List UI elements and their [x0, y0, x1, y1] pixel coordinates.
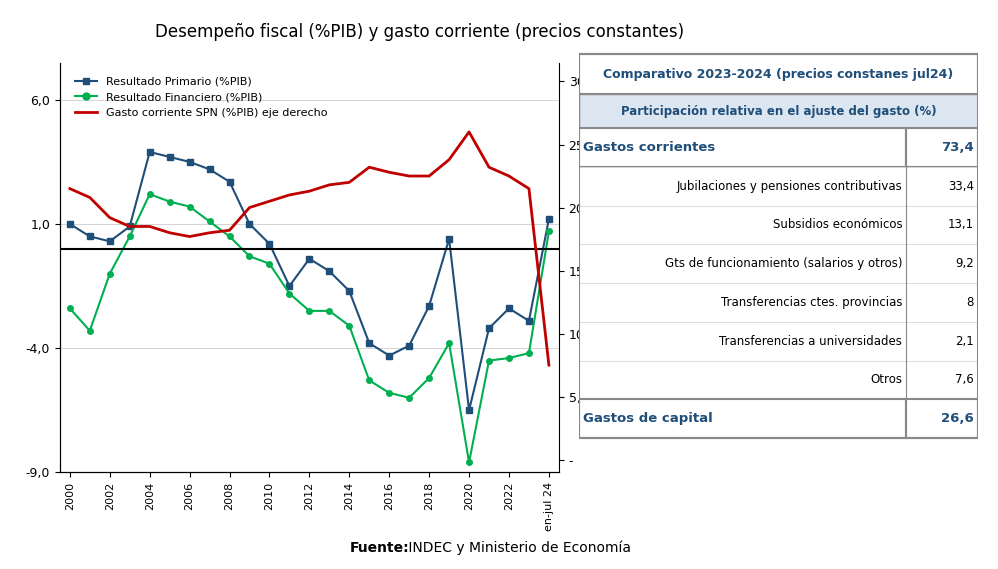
Text: Desempeño fiscal (%PIB) y gasto corriente (precios constantes): Desempeño fiscal (%PIB) y gasto corrient… [155, 23, 684, 41]
Text: 9,2: 9,2 [955, 257, 974, 270]
Bar [579, 399, 906, 438]
Text: 2,1: 2,1 [955, 335, 974, 348]
Bar [579, 361, 906, 399]
Bar [579, 128, 906, 167]
Text: Fuente:: Fuente: [349, 541, 409, 555]
Bar [579, 322, 906, 361]
FancyBboxPatch shape [579, 54, 978, 94]
Bar [906, 244, 978, 283]
Text: Gastos corrientes: Gastos corrientes [583, 141, 716, 154]
Bar [906, 361, 978, 399]
Bar [579, 283, 906, 322]
Text: 26,6: 26,6 [941, 412, 974, 425]
Text: Transferencias a universidades: Transferencias a universidades [720, 335, 902, 348]
Legend: Resultado Primario (%PIB), Resultado Financiero (%PIB), Gasto corriente SPN (%PI: Resultado Primario (%PIB), Resultado Fin… [71, 72, 332, 122]
Bar [906, 205, 978, 244]
Text: 13,1: 13,1 [948, 218, 974, 232]
Text: 8: 8 [967, 296, 974, 309]
Text: Gts de funcionamiento (salarios y otros): Gts de funcionamiento (salarios y otros) [665, 257, 902, 270]
Text: 7,6: 7,6 [955, 373, 974, 386]
Text: INDEC y Ministerio de Economía: INDEC y Ministerio de Economía [404, 541, 631, 555]
Bar [579, 205, 906, 244]
Text: Otros: Otros [870, 373, 902, 386]
Text: 33,4: 33,4 [948, 180, 974, 193]
Bar [579, 54, 978, 438]
Bar [579, 167, 906, 205]
Text: 73,4: 73,4 [941, 141, 974, 154]
Bar [906, 167, 978, 205]
Text: Jubilaciones y pensiones contributivas: Jubilaciones y pensiones contributivas [677, 180, 902, 193]
Text: Subsidios económicos: Subsidios económicos [772, 218, 902, 232]
Text: Comparativo 2023-2024 (precios constanes jul24): Comparativo 2023-2024 (precios constanes… [604, 68, 953, 81]
Bar [579, 244, 906, 283]
Bar [906, 399, 978, 438]
Bar [906, 322, 978, 361]
Bar [906, 128, 978, 167]
Text: Participación relativa en el ajuste del gasto (%): Participación relativa en el ajuste del … [621, 105, 936, 118]
FancyBboxPatch shape [579, 94, 978, 128]
Bar [906, 283, 978, 322]
Text: Gastos de capital: Gastos de capital [583, 412, 713, 425]
Text: Transferencias ctes. provincias: Transferencias ctes. provincias [721, 296, 902, 309]
